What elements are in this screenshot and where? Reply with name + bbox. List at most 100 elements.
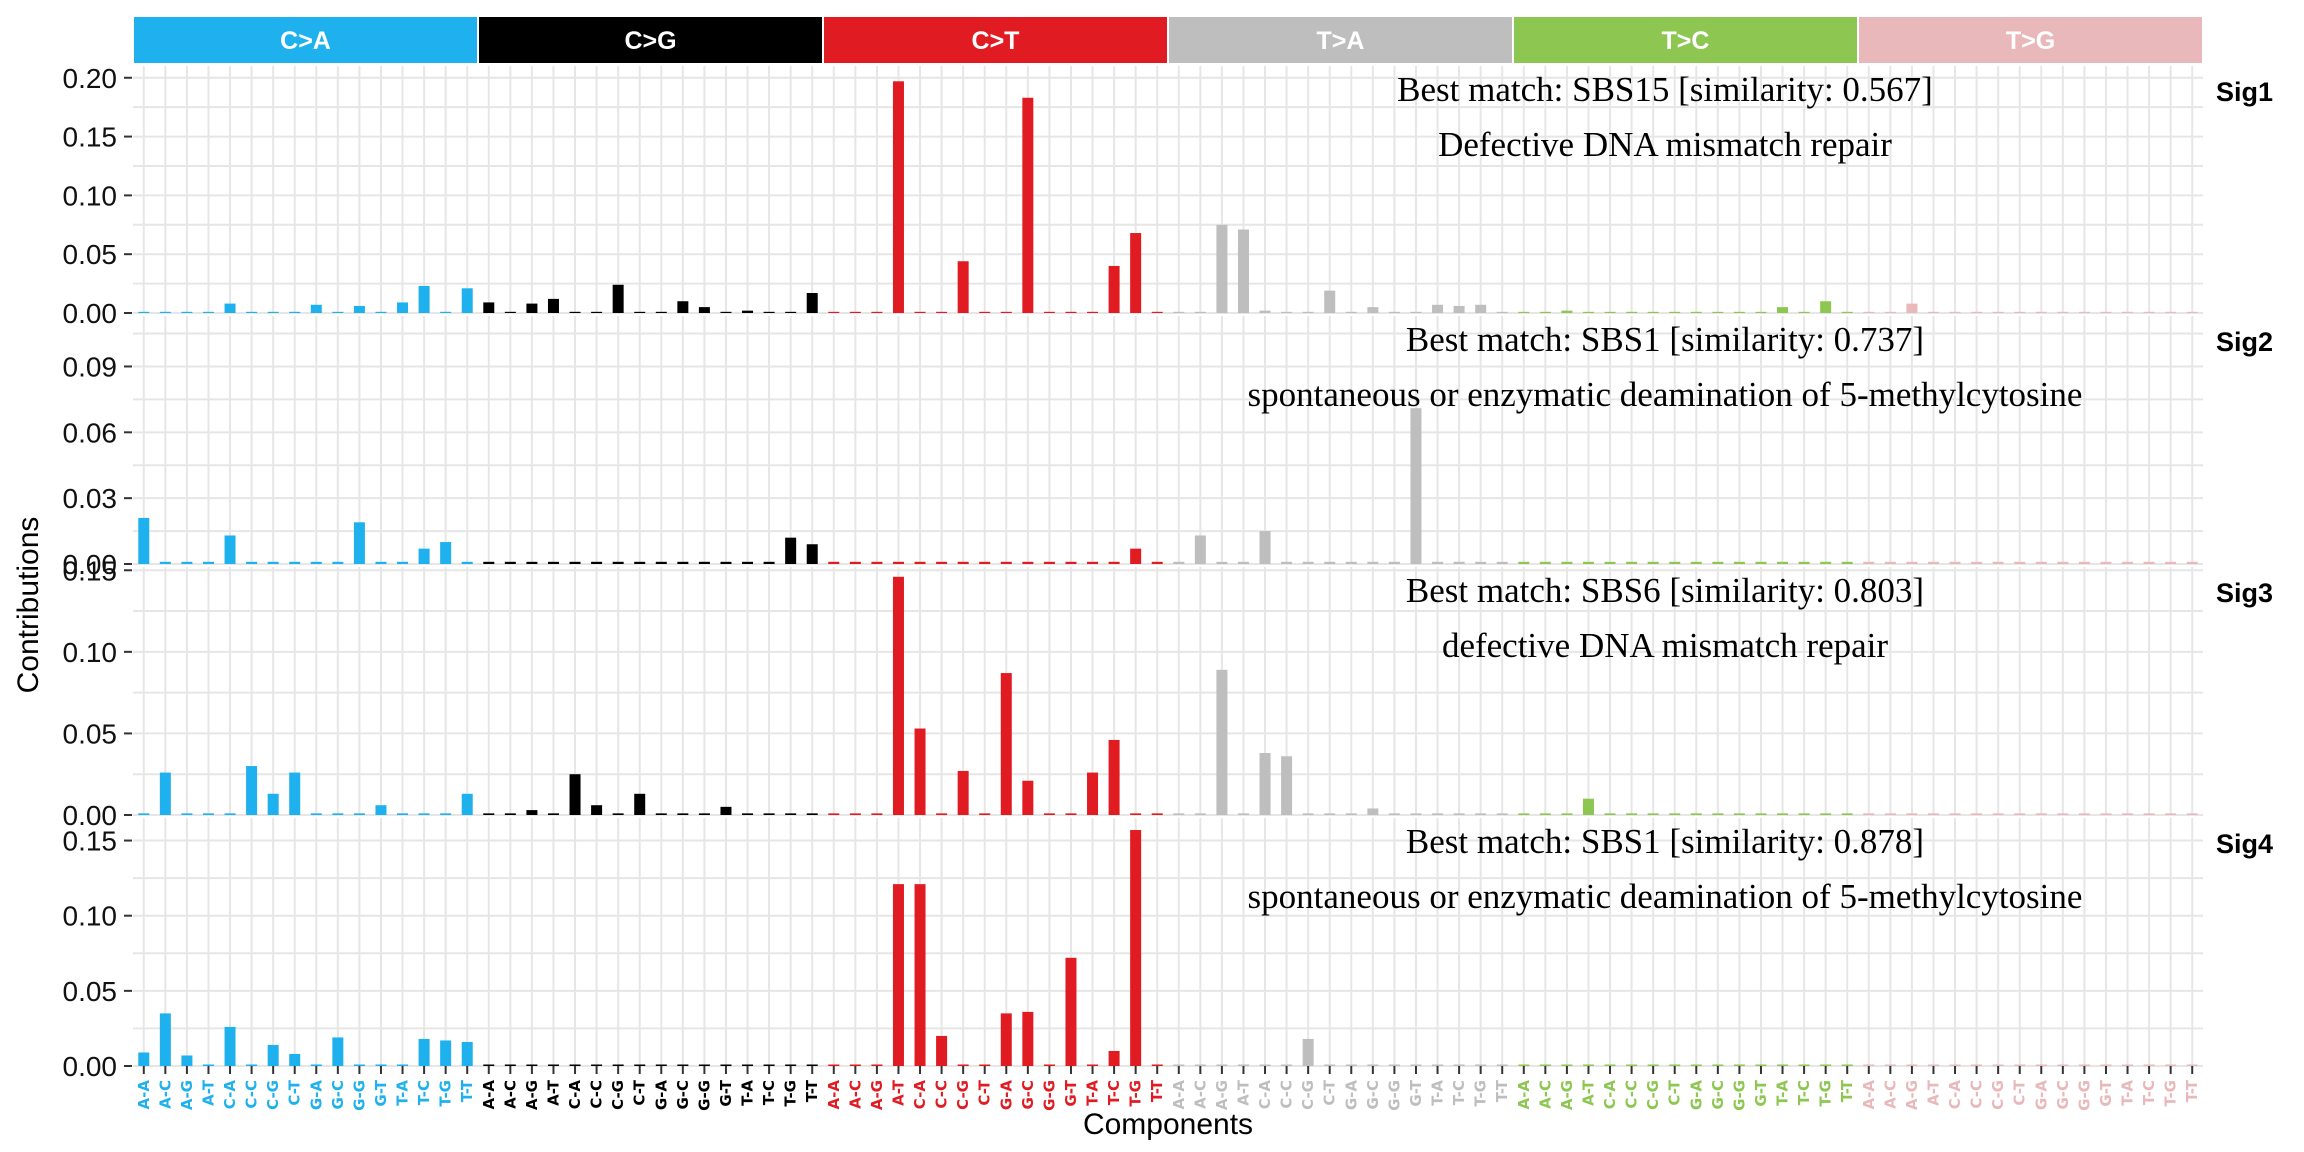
bar: [1367, 561, 1379, 564]
bar: [1971, 1064, 1983, 1066]
bar: [1022, 1011, 1034, 1066]
signature-panels: 0.00 0.05 0.10 0.15 0.20 Best match: SBS15 [s…: [63, 63, 2274, 1082]
bar: [2035, 311, 2047, 313]
x-tick-label: C-G: [1989, 1080, 2007, 1110]
y-tick-label: 0.00: [63, 800, 118, 831]
panel-annotation: Best match: SBS6 [similarity: 0.803]: [1406, 571, 1924, 610]
x-tick-label: A-A: [1515, 1080, 1533, 1110]
bar: [1820, 301, 1832, 313]
y-tick-label: 0.00: [63, 298, 118, 329]
bar: [1216, 669, 1228, 815]
x-tick-label: T-G: [1127, 1080, 1145, 1107]
bar: [1927, 311, 1939, 313]
bar: [2122, 561, 2134, 564]
x-tick-label: C-C: [1968, 1080, 1986, 1109]
bar: [310, 304, 322, 313]
bar: [138, 813, 150, 815]
bar: [418, 285, 430, 313]
x-tick-label: G-A: [652, 1080, 670, 1111]
bar: [202, 561, 214, 564]
strip-label: C>A: [280, 27, 331, 55]
x-tick-label: A-T: [1579, 1079, 1597, 1106]
bar: [375, 561, 387, 564]
bar: [849, 311, 861, 313]
bar: [1777, 307, 1789, 313]
bar: [2165, 813, 2177, 815]
bar: [526, 303, 538, 313]
bar: [1604, 1064, 1616, 1066]
x-tick-label: G-T: [372, 1079, 390, 1106]
bar: [1065, 957, 1077, 1066]
y-tick-label: 0.10: [63, 180, 118, 211]
bar: [1971, 561, 1983, 564]
bar: [418, 1038, 430, 1066]
bar: [2143, 813, 2155, 815]
bar: [1281, 1064, 1293, 1066]
bar: [979, 561, 991, 564]
y-tick-label: 0.10: [63, 901, 118, 932]
bar: [1216, 1064, 1228, 1066]
bar: [1259, 531, 1271, 564]
bar: [1388, 1064, 1400, 1066]
bar: [1173, 1064, 1185, 1066]
bar: [547, 1064, 559, 1066]
bar: [569, 311, 581, 313]
x-tick-label: A-C: [156, 1080, 174, 1109]
bar: [1324, 1064, 1336, 1066]
bar: [1518, 813, 1530, 815]
panel-annotation: Best match: SBS1 [similarity: 0.878]: [1406, 822, 1924, 861]
strip-label: C>T: [972, 27, 1020, 55]
bar: [1151, 1064, 1163, 1066]
x-tick-label: G-C: [329, 1080, 347, 1110]
bar: [957, 561, 969, 564]
bar: [1194, 813, 1206, 815]
bar: [655, 813, 667, 815]
y-tick-label: 0.09: [63, 351, 118, 382]
bar: [1043, 311, 1055, 313]
x-tick-label: G-C: [1709, 1080, 1727, 1110]
bar: [461, 561, 473, 564]
bar: [1820, 561, 1832, 564]
bar: [1582, 798, 1594, 815]
bar: [483, 813, 495, 815]
panel-label: Sig1: [2216, 77, 2273, 107]
bar: [1130, 548, 1142, 564]
panel-label: Sig4: [2216, 829, 2273, 859]
bar: [634, 1064, 646, 1066]
bar: [1755, 561, 1767, 564]
x-tick-label: C-C: [1623, 1080, 1641, 1109]
bar: [1108, 739, 1120, 815]
bar: [202, 813, 214, 815]
bar: [440, 813, 452, 815]
bar: [1151, 561, 1163, 564]
bar: [1820, 1064, 1832, 1066]
y-tick-label: 0.06: [63, 417, 118, 448]
bar: [914, 561, 926, 564]
bar: [289, 311, 301, 313]
x-tick-label: T-G: [1472, 1080, 1490, 1107]
bar: [1065, 311, 1077, 313]
bar: [1647, 1064, 1659, 1066]
bar: [1259, 1064, 1271, 1066]
strip-4: [1512, 15, 1859, 65]
bar: [181, 1055, 193, 1066]
bar: [483, 302, 495, 313]
bar: [397, 813, 409, 815]
bar: [397, 1064, 409, 1066]
bar: [1410, 1064, 1422, 1066]
x-tick-label: T-A: [2119, 1080, 2137, 1106]
bar: [1733, 561, 1745, 564]
bar: [1475, 1064, 1487, 1066]
bar: [2186, 311, 2198, 313]
bar: [2035, 1064, 2047, 1066]
bar: [1367, 1064, 1379, 1066]
bar: [828, 311, 840, 313]
bar: [1453, 561, 1465, 564]
x-tick-label: G-T: [717, 1079, 735, 1106]
bar: [2143, 311, 2155, 313]
panel-annotation: defective DNA mismatch repair: [1442, 626, 1888, 665]
bar: [785, 1064, 797, 1066]
bar: [1582, 1064, 1594, 1066]
bar: [806, 1064, 818, 1066]
bar: [1453, 1064, 1465, 1066]
